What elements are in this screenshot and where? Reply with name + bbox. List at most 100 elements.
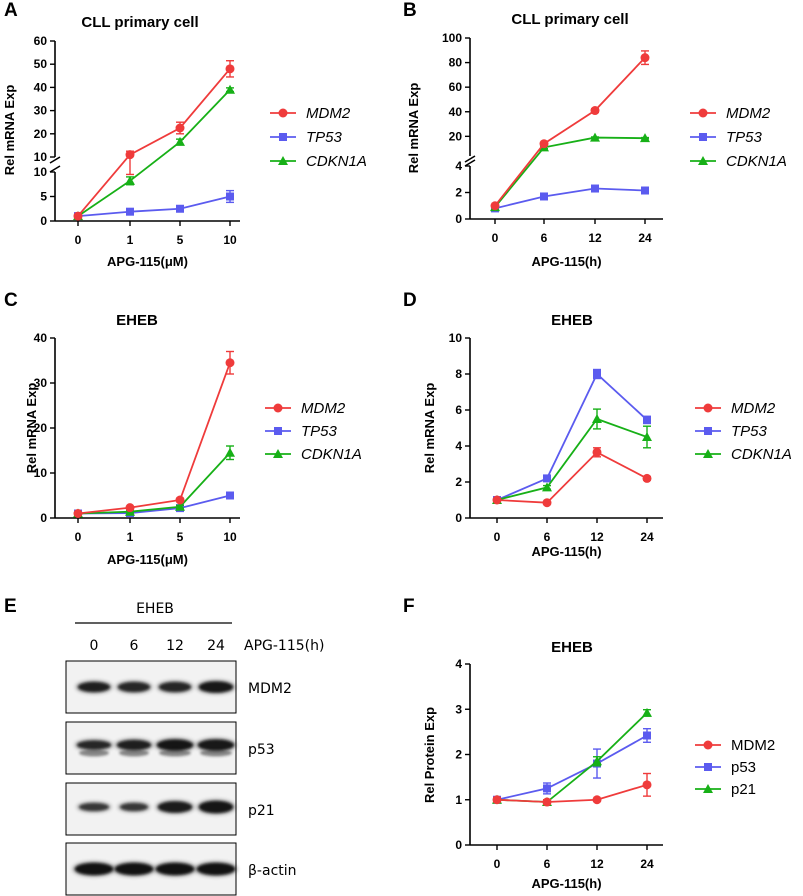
blot-band-3-0 bbox=[75, 863, 113, 875]
chart-b-series-1-point-2 bbox=[591, 184, 599, 193]
chart-d-series-0-point-1 bbox=[542, 498, 552, 508]
western-blot: EHEB 0 6 12 24 APG-115(h) MDM2 p53 p21 β-actin bbox=[65, 601, 324, 896]
blot-band-lower-1-1 bbox=[119, 749, 149, 757]
blot-cell-line: EHEB bbox=[136, 601, 174, 617]
panel-letter-a: A bbox=[4, 0, 18, 21]
chart-a-series-0-point-2 bbox=[175, 123, 185, 133]
chart-a-series-2-line bbox=[77, 89, 231, 217]
chart-a-ytick-label-upper-0: 10 bbox=[34, 150, 48, 164]
chart-f-series-2-point-2 bbox=[592, 756, 602, 766]
chart-b-series-2-line bbox=[494, 136, 646, 208]
panel-letter-d: D bbox=[403, 290, 417, 311]
chart-d-series-2-point-2 bbox=[592, 414, 602, 423]
blot-band-0-0 bbox=[78, 682, 110, 692]
chart-d-legend-marker-1 bbox=[704, 427, 712, 435]
chart-a-series-0-point-3 bbox=[225, 64, 235, 74]
chart-d-legend-label-0: MDM2 bbox=[731, 400, 776, 417]
chart-b-ytick-label-upper-3: 80 bbox=[449, 56, 463, 70]
chart-b-series-0-point-2 bbox=[590, 106, 600, 116]
blot-row-label-2: p21 bbox=[248, 803, 275, 819]
chart-a-series-2-point-3 bbox=[225, 84, 235, 94]
blot-band-2-3 bbox=[199, 801, 233, 813]
chart-d-ytick-label-3: 6 bbox=[455, 403, 462, 417]
chart-b-legend-label-1: TP53 bbox=[726, 129, 763, 146]
chart-f-series-0-point-0 bbox=[492, 795, 502, 805]
chart-b-series-2-point-3 bbox=[640, 133, 650, 143]
chart-f-series-0-line bbox=[496, 783, 648, 803]
chart-a-xtick-label-2: 5 bbox=[177, 233, 184, 247]
chart-d-ytick-label-2: 4 bbox=[455, 439, 462, 453]
chart-d-legend-marker-0 bbox=[703, 403, 713, 413]
chart-b-xlabel: APG-115(h) bbox=[531, 254, 601, 269]
chart-b-series-0-point-1 bbox=[539, 139, 549, 149]
panel-letter-b: B bbox=[403, 0, 417, 21]
chart-b-ytick-label-upper-2: 60 bbox=[449, 80, 463, 94]
chart-d-ylabel: Rel mRNA Exp bbox=[422, 383, 437, 474]
chart-b-series-0-point-3 bbox=[640, 53, 650, 63]
chart-c-ytick-label-4: 40 bbox=[34, 331, 48, 345]
chart-a-legend-marker-1 bbox=[279, 133, 287, 141]
blot-band-3-1 bbox=[115, 863, 153, 875]
chart-c-xtick-label-3: 10 bbox=[223, 530, 237, 544]
chart-c-xlabel: APG-115(μM) bbox=[107, 552, 188, 567]
chart-a-series-0-line bbox=[77, 68, 231, 217]
chart-f-series-1-point-1 bbox=[543, 784, 551, 793]
chart-b-ytick-label-lower-2: 4 bbox=[455, 159, 462, 173]
chart-a-xtick-label-1: 1 bbox=[127, 233, 134, 247]
blot-band-3-2 bbox=[156, 863, 194, 875]
blot-lane-labels: 0 6 12 24 bbox=[90, 638, 225, 654]
chart-d-series-1-point-2 bbox=[593, 370, 601, 378]
chart-f-series-2-point-3 bbox=[642, 707, 652, 717]
chart-c-xtick-label-0: 0 bbox=[75, 530, 82, 544]
chart-f-series-1-line bbox=[496, 734, 648, 801]
chart-a-ytick-label-lower-0: 0 bbox=[40, 214, 47, 228]
chart-d-xtick-label-1: 6 bbox=[544, 530, 551, 544]
chart-b-break-mark-lower bbox=[464, 159, 476, 167]
chart-b-xtick-label-3: 24 bbox=[638, 231, 652, 245]
chart-a-ytick-label-lower-1: 5 bbox=[40, 190, 47, 204]
chart-f-series-1-point-3 bbox=[643, 731, 651, 740]
chart-a-series-1-line bbox=[77, 195, 231, 217]
chart-d-legend-label-1: TP53 bbox=[731, 423, 768, 440]
chart-a-legend-marker-0 bbox=[278, 108, 288, 118]
panel-letter-c: C bbox=[4, 290, 18, 311]
chart-d-xlabel: APG-115(h) bbox=[531, 544, 601, 559]
chart-d-ytick-label-5: 10 bbox=[449, 331, 463, 345]
blot-rows: MDM2 p53 p21 β-actin bbox=[65, 660, 297, 896]
chart-f-xtick-label-1: 6 bbox=[544, 857, 551, 871]
chart-c-series-1-point-3 bbox=[226, 491, 234, 500]
chart-a-legend-label-1: TP53 bbox=[306, 129, 343, 146]
chart-c-series-0-point-2 bbox=[175, 495, 185, 505]
chart-c-series-0-point-1 bbox=[125, 503, 135, 513]
blot-lane-label-2: 12 bbox=[166, 638, 184, 654]
chart-c: EHEB 0 10 20 30 40 0 1 5 10 APG-115(μM) Rel mRNA Ex… bbox=[24, 312, 362, 567]
chart-f-series-2-line bbox=[496, 712, 648, 803]
chart-a-ytick-label-upper-1: 20 bbox=[34, 127, 48, 141]
chart-d-title: EHEB bbox=[551, 312, 593, 329]
chart-f-legend-marker-2 bbox=[703, 784, 713, 793]
chart-b-legend-marker-2 bbox=[698, 156, 708, 165]
chart-c-ytick-label-0: 0 bbox=[40, 511, 47, 525]
chart-d-xtick-label-3: 24 bbox=[640, 530, 654, 544]
chart-c-legend-label-1: TP53 bbox=[301, 423, 338, 440]
chart-f-ytick-label-0: 0 bbox=[455, 838, 462, 852]
chart-b-ytick-label-lower-1: 2 bbox=[455, 186, 462, 200]
chart-a-xtick-label-3: 10 bbox=[223, 233, 237, 247]
chart-f-xtick-label-2: 12 bbox=[590, 857, 604, 871]
chart-b-series-1-line bbox=[494, 187, 646, 210]
chart-f-legend-marker-1 bbox=[704, 763, 712, 771]
chart-f-series-0-point-1 bbox=[542, 797, 552, 807]
chart-a-break-mark-lower bbox=[49, 165, 61, 173]
chart-c-legend-marker-1 bbox=[274, 427, 282, 435]
chart-c-legend-marker-2 bbox=[273, 449, 283, 458]
chart-a-legend-label-0: MDM2 bbox=[306, 105, 351, 122]
blot-band-1-3 bbox=[198, 739, 234, 751]
chart-b-series-1-point-1 bbox=[540, 192, 548, 201]
chart-f-legend-label-0: MDM2 bbox=[731, 737, 775, 754]
blot-lane-label-0: 0 bbox=[90, 638, 99, 654]
chart-c-title: EHEB bbox=[116, 312, 158, 329]
chart-a-ytick-label-upper-4: 50 bbox=[34, 57, 48, 71]
chart-c-ytick-label-2: 20 bbox=[34, 421, 48, 435]
